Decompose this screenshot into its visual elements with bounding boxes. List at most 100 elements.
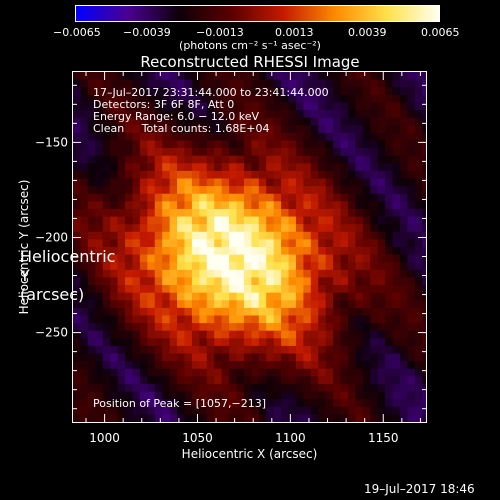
heatmap-cell — [80, 277, 89, 286]
heatmap-cell — [125, 87, 134, 96]
heatmap-cell — [340, 399, 349, 408]
heatmap-cell — [399, 254, 409, 263]
heatmap-cell — [229, 216, 238, 225]
heatmap-cell — [258, 300, 267, 309]
heatmap-cell — [177, 193, 186, 202]
heatmap-cell — [385, 353, 394, 362]
heatmap-cell — [169, 239, 178, 248]
footer-timestamp: 19–Jul–2017 18:46 — [364, 482, 475, 496]
heatmap-cell — [333, 262, 342, 271]
heatmap-cell — [95, 262, 104, 271]
heatmap-cell — [132, 72, 141, 81]
heatmap-cell — [303, 94, 312, 104]
heatmap-cell — [132, 110, 141, 119]
heatmap-cell — [251, 323, 260, 332]
heatmap-cell — [392, 254, 401, 263]
heatmap-cell — [258, 170, 267, 180]
heatmap-cell — [199, 132, 208, 142]
heatmap-cell — [236, 406, 245, 415]
heatmap-cell — [221, 330, 230, 339]
heatmap-cell — [147, 224, 156, 233]
heatmap-cell — [162, 323, 171, 332]
heatmap-cell — [295, 148, 304, 157]
heatmap-cell — [221, 323, 230, 332]
heatmap-cell — [229, 125, 238, 134]
heatmap-cell — [154, 224, 163, 233]
heatmap-cell — [325, 338, 334, 347]
heatmap-cell — [87, 361, 96, 370]
heatmap-cell — [110, 254, 119, 263]
heatmap-cell — [251, 148, 260, 157]
heatmap-cell — [251, 361, 260, 370]
heatmap-cell — [325, 148, 334, 157]
heatmap-cell — [229, 361, 238, 370]
heatmap-cell — [139, 353, 148, 362]
heatmap-cell — [102, 307, 111, 317]
heatmap-cell — [303, 300, 312, 309]
heatmap-cell — [399, 269, 409, 279]
heatmap-cell — [355, 72, 364, 81]
heatmap-cell — [117, 345, 126, 355]
heatmap-cell — [310, 247, 319, 256]
heatmap-cell — [325, 79, 334, 88]
heatmap-cell — [251, 155, 260, 164]
heatmap-cell — [221, 102, 230, 111]
heatmap-cell — [258, 224, 267, 233]
heatmap-cell — [325, 406, 334, 415]
heatmap-cell — [184, 285, 193, 294]
heatmap-cell — [147, 201, 156, 210]
heatmap-cell — [318, 125, 327, 134]
heatmap-cell — [303, 414, 312, 422]
heatmap-cell — [184, 208, 193, 218]
heatmap-cell — [139, 186, 148, 195]
heatmap-cell — [221, 208, 230, 218]
heatmap-cell — [333, 110, 342, 119]
heatmap-cell — [110, 383, 119, 393]
heatmap-cell — [422, 345, 426, 355]
heatmap-cell — [377, 125, 386, 134]
heatmap-cell — [266, 300, 275, 309]
heatmap-cell — [370, 330, 379, 339]
heatmap-cell — [80, 315, 89, 324]
heatmap-cell — [385, 208, 394, 218]
heatmap-cell — [340, 117, 349, 126]
heatmap-cell — [243, 239, 252, 248]
heatmap-cell — [414, 216, 423, 225]
heatmap-cell — [310, 125, 319, 134]
heatmap-cell — [347, 376, 356, 385]
heatmap-cell — [191, 307, 200, 317]
heatmap-cell — [206, 148, 215, 157]
heatmap-cell — [370, 315, 379, 324]
heatmap-cell — [392, 193, 401, 202]
heatmap-cell — [347, 391, 356, 400]
heatmap-cell — [251, 201, 260, 210]
heatmap-cell — [385, 216, 394, 225]
heatmap-cell — [95, 269, 104, 279]
heatmap-cell — [147, 391, 156, 400]
heatmap-cell — [422, 406, 426, 415]
heatmap-cell — [355, 201, 364, 210]
heatmap-cell — [80, 155, 89, 164]
heatmap-cell — [340, 368, 349, 377]
heatmap-cell — [110, 208, 119, 218]
heatmap-cell — [362, 391, 371, 400]
heatmap-cell — [147, 269, 156, 279]
heatmap-cell — [147, 140, 156, 149]
heatmap-cell — [414, 300, 423, 309]
heatmap-cell — [117, 201, 126, 210]
heatmap-cell — [80, 193, 89, 202]
heatmap-cell — [87, 132, 96, 142]
heatmap-cell — [221, 262, 230, 271]
heatmap-cell — [199, 247, 208, 256]
heatmap-cell — [355, 307, 364, 317]
heatmap-cell — [73, 323, 82, 332]
heatmap-cell — [102, 193, 111, 202]
heatmap-cell — [273, 201, 282, 210]
heatmap-cell — [132, 376, 141, 385]
heatmap-cell — [340, 285, 349, 294]
heatmap-cell — [139, 125, 148, 134]
heatmap-cell — [117, 155, 126, 164]
heatmap-cell — [362, 315, 371, 324]
heatmap-cell — [184, 224, 193, 233]
heatmap-cell — [117, 72, 126, 81]
